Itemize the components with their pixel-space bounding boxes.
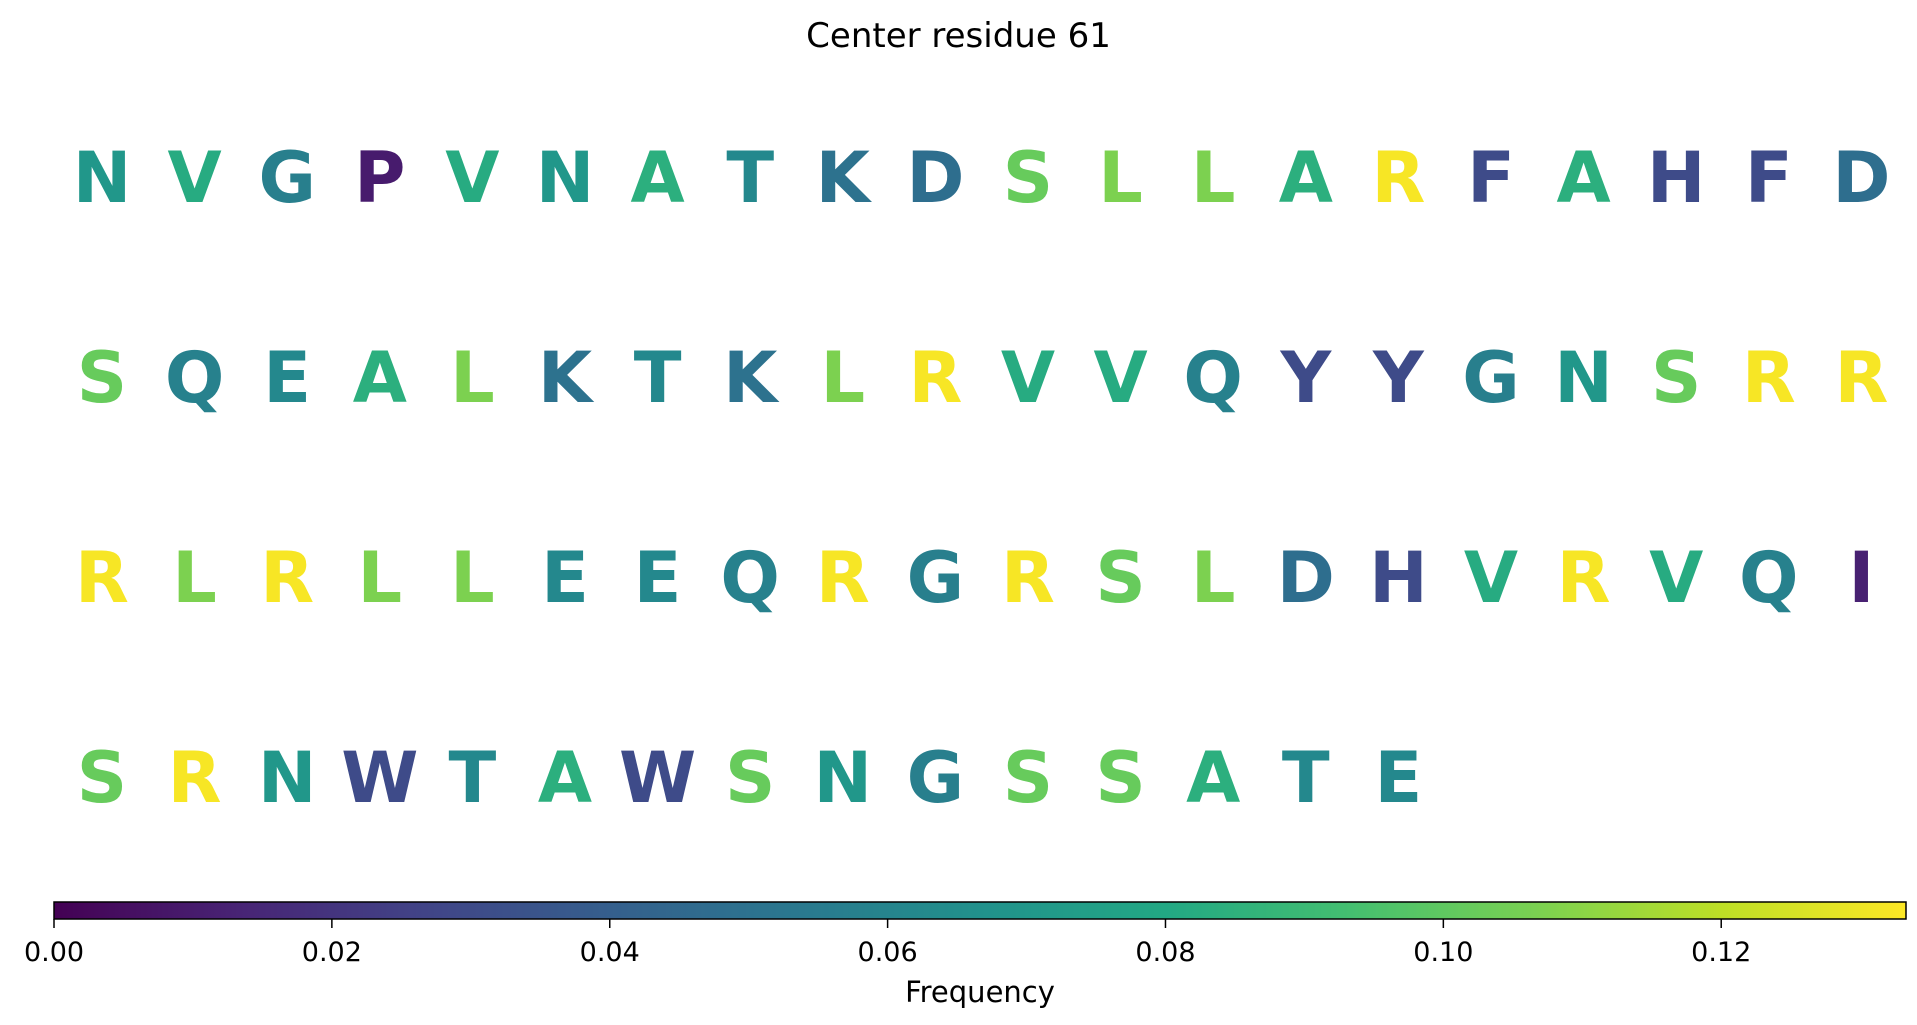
residue-letter: E	[263, 337, 312, 419]
residue-letter: V	[1649, 537, 1704, 619]
residue-letter: Q	[720, 537, 780, 619]
colorbar-gradient	[53, 901, 1907, 920]
residue-letter: R	[1834, 337, 1889, 419]
residue-letter: A	[352, 337, 407, 419]
residue-letter: V	[445, 137, 500, 219]
residue-letter: S	[76, 337, 128, 419]
chart-title: Center residue 61	[806, 16, 1111, 56]
residue-letter: W	[341, 737, 419, 819]
residue-letter: V	[1093, 337, 1148, 419]
residue-letter: E	[633, 537, 682, 619]
residue-letter: G	[906, 537, 965, 619]
residue-letter: Q	[1739, 537, 1799, 619]
residue-letter: E	[1374, 737, 1423, 819]
residue-letter: A	[537, 737, 593, 819]
residue-letter: Y	[1280, 337, 1332, 419]
residue-letter: T	[726, 137, 775, 219]
residue-letter: I	[1848, 537, 1875, 619]
residue-letter: N	[813, 737, 873, 819]
residue-letter: L	[450, 537, 495, 619]
residue-letter: R	[1371, 137, 1426, 219]
residue-letter: Q	[164, 337, 225, 419]
residue-letter: L	[1190, 537, 1236, 619]
residue-letter: L	[1190, 137, 1236, 219]
residue-letter: D	[1832, 137, 1891, 219]
residue-letter: A	[1186, 737, 1241, 819]
colorbar-tick-label: 0.02	[302, 937, 362, 968]
residue-letter: E	[541, 537, 589, 619]
residue-letter: R	[908, 337, 963, 419]
colorbar-tick-label: 0.00	[24, 937, 84, 968]
residue-letter: V	[167, 137, 222, 219]
residue-letter: N	[535, 137, 595, 219]
residue-letter: A	[630, 137, 685, 219]
residue-letter: K	[537, 337, 593, 419]
residue-letter: R	[1556, 537, 1611, 619]
residue-letter: D	[1276, 537, 1335, 619]
residue-letter: D	[906, 137, 965, 219]
residue-letter: S	[1095, 737, 1146, 819]
colorbar-tick-label: 0.06	[858, 937, 918, 968]
residue-letter: T	[448, 737, 497, 819]
colorbar-tick-label: 0.12	[1691, 937, 1751, 968]
residue-letter: L	[357, 537, 403, 619]
residue-letter: S	[1002, 137, 1054, 219]
residue-letter: S	[1650, 337, 1702, 419]
residue-letter: R	[1001, 537, 1055, 619]
residue-letter: F	[1467, 137, 1515, 219]
residue-letter: R	[167, 737, 222, 819]
colorbar-tick-label: 0.08	[1135, 937, 1195, 968]
residue-letter: L	[1098, 137, 1143, 219]
residue-letter: S	[1095, 537, 1146, 619]
residue-letter: R	[1741, 337, 1796, 419]
residue-letter: N	[72, 137, 132, 219]
residue-letter: V	[1000, 337, 1056, 419]
residue-letter: R	[815, 537, 870, 619]
residue-letter: T	[633, 337, 682, 419]
colorbar-tick-label: 0.04	[580, 937, 640, 968]
residue-letter: P	[354, 137, 406, 219]
residue-letter: S	[1002, 737, 1054, 819]
residue-letter: L	[172, 537, 217, 619]
residue-letter: F	[1744, 137, 1793, 219]
residue-letter: G	[258, 137, 316, 219]
residue-letter: W	[618, 737, 697, 819]
residue-letter: G	[906, 737, 965, 819]
residue-letter: H	[1369, 537, 1428, 619]
residue-letter: G	[1462, 337, 1520, 419]
colorbar-tick-label: 0.10	[1413, 937, 1473, 968]
residue-letter: Q	[1183, 337, 1243, 419]
residue-letter: L	[820, 337, 866, 419]
colorbar-label: Frequency	[905, 975, 1055, 1009]
residue-letter: N	[257, 737, 317, 819]
residue-letter: S	[724, 737, 776, 819]
residue-letter: Y	[1373, 337, 1424, 419]
residue-letter: L	[450, 337, 495, 419]
residue-letter: R	[260, 537, 315, 619]
residue-letter: R	[75, 537, 129, 619]
residue-letter: N	[1554, 337, 1613, 419]
residue-letter: V	[1463, 537, 1519, 619]
residue-letter: A	[1278, 137, 1333, 219]
residue-letter: K	[815, 137, 870, 219]
residue-letter: T	[1281, 737, 1330, 819]
residue-letter: A	[1556, 137, 1611, 219]
residue-letter: K	[723, 337, 778, 419]
residue-letter: H	[1646, 137, 1706, 219]
residue-letter: S	[76, 737, 128, 819]
